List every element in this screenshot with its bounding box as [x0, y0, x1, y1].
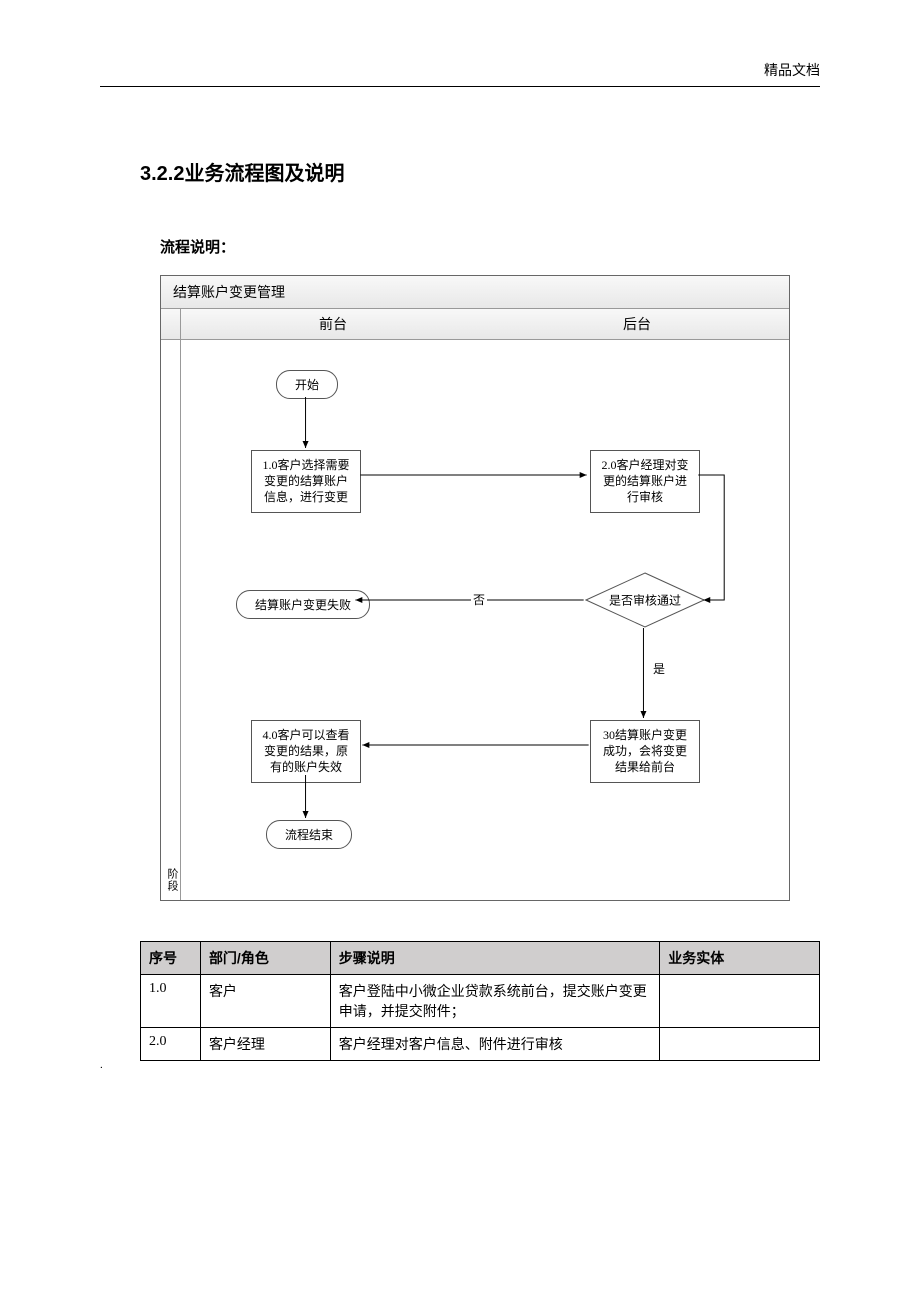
cell-step: 客户登陆中小微企业贷款系统前台，提交账户变更申请，并提交附件； — [330, 975, 659, 1028]
table-row: 2.0 客户经理 客户经理对客户信息、附件进行审核 — [141, 1028, 820, 1061]
doc-header: 精品文档 — [100, 60, 820, 87]
lane-back: 2.0客户经理对变更的结算账户进行审核 是否审核通过 30结算账户变更成功，会将… — [485, 340, 789, 900]
flowchart-body: 阶段 开始 1.0客户选择需要变更的结算账户信息，进行变更 结算账户变更失败 4… — [161, 340, 789, 900]
flow-subheading: 流程说明： — [160, 236, 820, 257]
node-fail: 结算账户变更失败 — [236, 590, 370, 619]
node-start: 开始 — [276, 370, 338, 399]
cell-entity — [660, 1028, 820, 1061]
th-step: 步骤说明 — [330, 942, 659, 975]
node-decision: 是否审核通过 — [585, 572, 705, 628]
cell-entity — [660, 975, 820, 1028]
section-heading: 3.2.2业务流程图及说明 — [140, 157, 820, 186]
decision-label: 是否审核通过 — [609, 592, 681, 609]
edge-label-yes: 是 — [651, 660, 667, 677]
th-seq: 序号 — [141, 942, 201, 975]
flowchart-container: 结算账户变更管理 前台 后台 阶段 开始 1.0客户选择需要变更的结算账户信息，… — [160, 275, 790, 901]
document-page: 精品文档 3.2.2业务流程图及说明 流程说明： 结算账户变更管理 前台 后台 … — [0, 0, 920, 1101]
node-end: 流程结束 — [266, 820, 352, 849]
table-row: 1.0 客户 客户登陆中小微企业贷款系统前台，提交账户变更申请，并提交附件； — [141, 975, 820, 1028]
cell-step: 客户经理对客户信息、附件进行审核 — [330, 1028, 659, 1061]
flowchart-title: 结算账户变更管理 — [161, 276, 789, 309]
node-step4: 4.0客户可以查看变更的结果，原有的账户失效 — [251, 720, 361, 783]
description-table: 序号 部门/角色 步骤说明 业务实体 1.0 客户 客户登陆中小微企业贷款系统前… — [140, 941, 820, 1061]
cell-seq: 2.0 — [141, 1028, 201, 1061]
cell-role: 客户经理 — [200, 1028, 330, 1061]
lane-front: 开始 1.0客户选择需要变更的结算账户信息，进行变更 结算账户变更失败 4.0客… — [181, 340, 485, 900]
lane-header-front: 前台 — [181, 309, 485, 339]
lane-header-back: 后台 — [485, 309, 789, 339]
cell-seq: 1.0 — [141, 975, 201, 1028]
table-header-row: 序号 部门/角色 步骤说明 业务实体 — [141, 942, 820, 975]
node-step1: 1.0客户选择需要变更的结算账户信息，进行变更 — [251, 450, 361, 513]
phase-column: 阶段 — [161, 340, 181, 900]
lanes-header: 前台 后台 — [161, 309, 789, 340]
node-step3: 30结算账户变更成功，会将变更结果给前台 — [590, 720, 700, 783]
th-entity: 业务实体 — [660, 942, 820, 975]
phase-header-col — [161, 309, 181, 339]
cell-role: 客户 — [200, 975, 330, 1028]
phase-label: 阶段 — [164, 868, 180, 892]
node-step2: 2.0客户经理对变更的结算账户进行审核 — [590, 450, 700, 513]
edge-label-no: 否 — [471, 591, 487, 608]
th-role: 部门/角色 — [200, 942, 330, 975]
page-footer-dot: . — [100, 1059, 103, 1071]
